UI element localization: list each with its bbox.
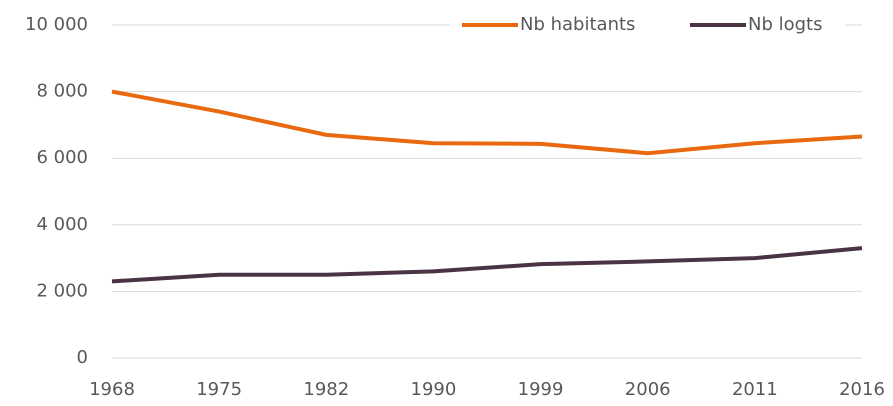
series-line [111,89,863,156]
y-tick-label: 10 000 [25,14,88,35]
legend-label: Nb logts [748,14,823,35]
x-tick-label: 2006 [625,379,671,400]
x-tick-label: 1968 [89,379,135,400]
x-tick-label: 2016 [839,379,885,400]
legend-label: Nb habitants [520,14,635,35]
x-tick-label: 1990 [411,379,457,400]
series-line [111,246,863,284]
y-tick-label: 8 000 [36,81,88,102]
x-tick-label: 2011 [732,379,778,400]
x-tick-label: 1982 [303,379,349,400]
y-tick-label: 2 000 [36,280,88,301]
x-tick-label: 1975 [196,379,242,400]
x-tick-label: 1999 [518,379,564,400]
y-tick-label: 4 000 [36,214,88,235]
y-tick-label: 6 000 [36,147,88,168]
y-tick-label: 0 [77,347,88,368]
